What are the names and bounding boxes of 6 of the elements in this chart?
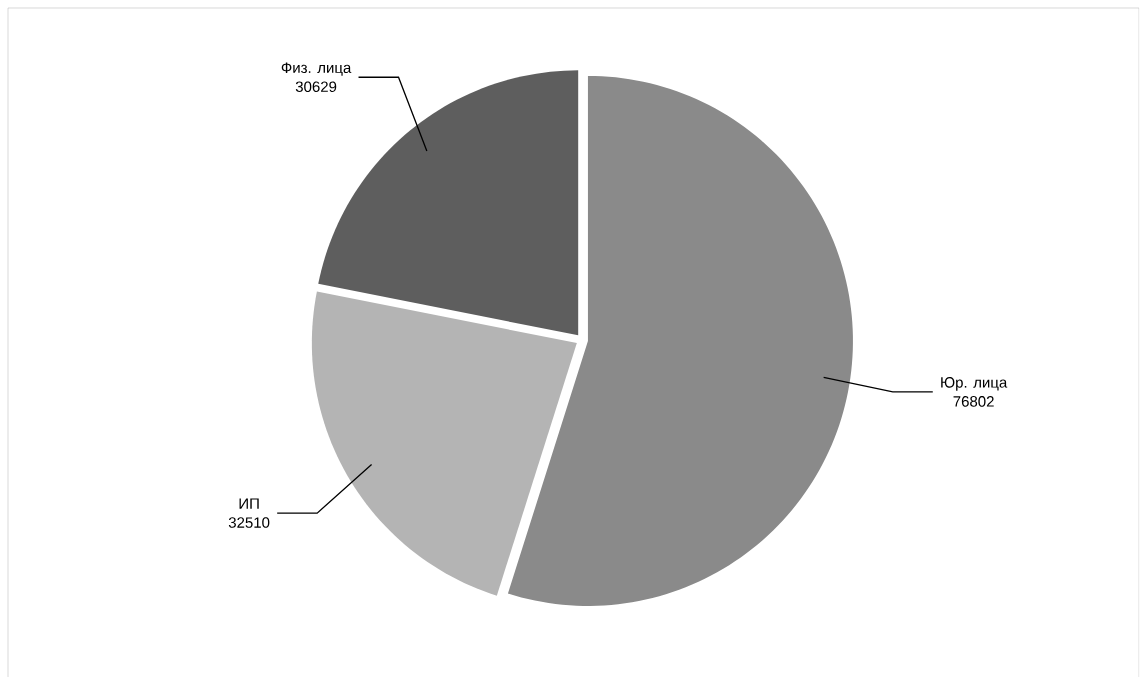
data-label: 76802 [953, 396, 994, 407]
slice-label: Физ. лица [281, 62, 352, 76]
slice-label: Юр. лица [941, 377, 1008, 391]
data-label: 30629 [295, 81, 337, 93]
data-label: 32510 [228, 517, 270, 528]
slice-label: ИП [239, 498, 259, 509]
